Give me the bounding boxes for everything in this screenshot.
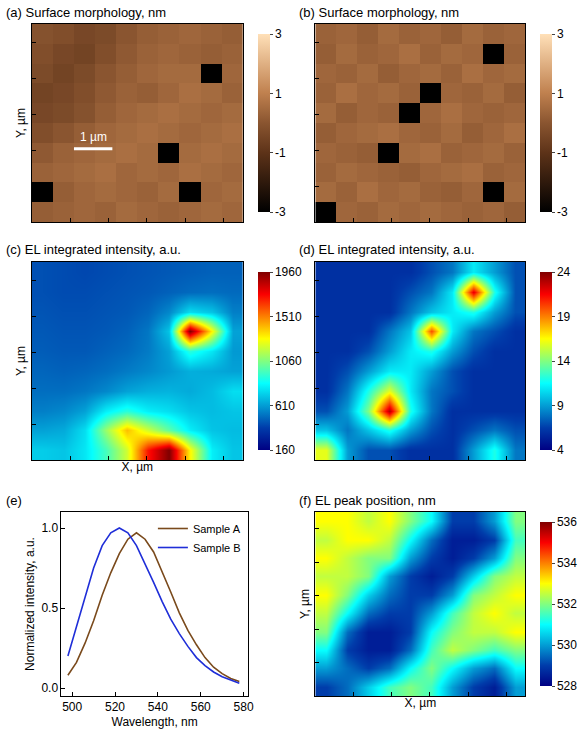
svg-text:540: 540: [148, 700, 168, 714]
svg-text:Sample A: Sample A: [193, 523, 241, 535]
svg-text:1960: 1960: [275, 265, 302, 279]
svg-text:(a) Surface morphology, nm: (a) Surface morphology, nm: [6, 5, 166, 20]
svg-text:160: 160: [275, 443, 295, 457]
svg-text:-1: -1: [275, 146, 286, 160]
svg-text:534: 534: [557, 556, 577, 570]
svg-text:580: 580: [234, 700, 254, 714]
svg-text:0.5: 0.5: [41, 601, 58, 615]
svg-text:(d) EL integrated intensity, a: (d) EL integrated intensity, a.u.: [299, 242, 475, 257]
svg-text:610: 610: [275, 399, 295, 413]
svg-text:536: 536: [557, 515, 577, 529]
svg-text:0.0: 0.0: [41, 681, 58, 695]
svg-text:1 µm: 1 µm: [80, 130, 107, 144]
svg-text:1.0: 1.0: [41, 521, 58, 535]
svg-text:1510: 1510: [275, 310, 302, 324]
svg-text:1060: 1060: [275, 354, 302, 368]
svg-text:-3: -3: [557, 205, 568, 219]
svg-text:3: 3: [275, 27, 282, 41]
svg-text:(b) Surface morphology, nm: (b) Surface morphology, nm: [299, 5, 459, 20]
svg-text:528: 528: [557, 679, 577, 693]
svg-text:530: 530: [557, 638, 577, 652]
svg-text:Sample B: Sample B: [193, 542, 241, 554]
svg-text:X, µm: X, µm: [405, 696, 437, 710]
svg-text:-1: -1: [557, 146, 568, 160]
svg-text:1: 1: [557, 87, 564, 101]
svg-text:9: 9: [557, 399, 564, 413]
svg-text:Y, µm: Y, µm: [14, 108, 28, 138]
svg-text:(f) EL peak position, nm: (f) EL peak position, nm: [299, 493, 436, 508]
svg-text:4: 4: [557, 443, 564, 457]
svg-text:(e): (e): [6, 493, 22, 508]
svg-text:X, µm: X, µm: [122, 460, 154, 474]
svg-text:520: 520: [105, 700, 125, 714]
svg-text:532: 532: [557, 597, 577, 611]
svg-text:14: 14: [557, 354, 571, 368]
svg-text:1: 1: [275, 87, 282, 101]
svg-text:(c) EL integrated intensity, a: (c) EL integrated intensity, a.u.: [6, 242, 181, 257]
svg-text:560: 560: [191, 700, 211, 714]
svg-text:-3: -3: [275, 205, 286, 219]
svg-text:Wavelength, nm: Wavelength, nm: [112, 715, 198, 729]
svg-text:Y, µm: Y, µm: [298, 589, 312, 619]
svg-text:3: 3: [557, 27, 564, 41]
svg-text:24: 24: [557, 265, 571, 279]
svg-text:Y, µm: Y, µm: [14, 346, 28, 376]
svg-text:19: 19: [557, 310, 571, 324]
svg-text:Normalized intensity, a.u.: Normalized intensity, a.u.: [23, 537, 37, 671]
svg-text:500: 500: [62, 700, 82, 714]
